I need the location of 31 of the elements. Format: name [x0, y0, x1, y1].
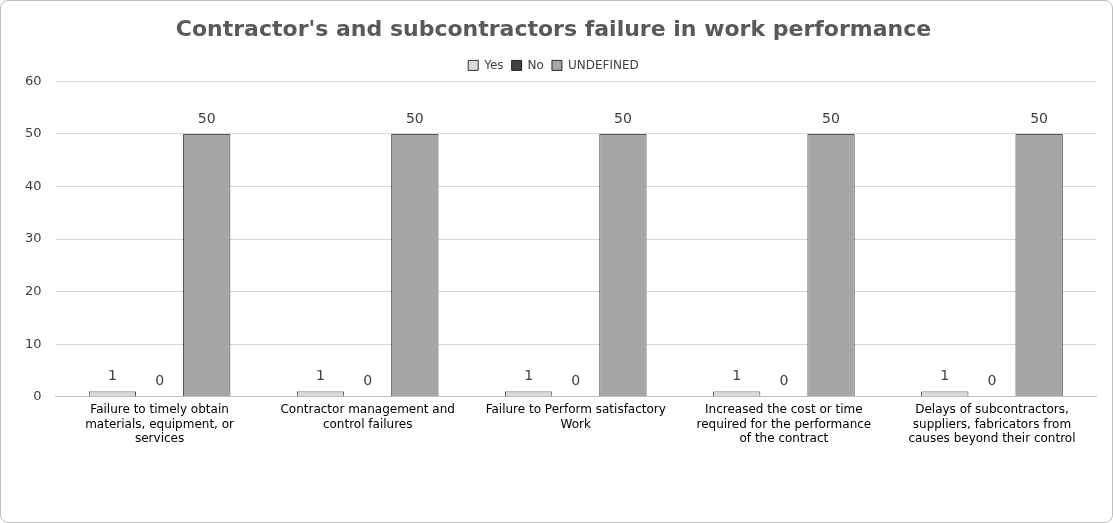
y-tick-label: 30	[25, 230, 42, 246]
y-tick-label: 10	[25, 335, 42, 351]
y-tick-label: 40	[25, 177, 42, 193]
data-label: 50	[405, 109, 424, 126]
data-label: 0	[155, 372, 165, 389]
x-tick-label: Delays of subcontractors, suppliers, fabricators from causes beyond their control	[908, 402, 1076, 445]
x-tick-label: Contractor management and control failures	[280, 402, 455, 431]
data-label: 50	[197, 109, 216, 126]
data-label: 1	[940, 367, 950, 384]
data-label: 0	[571, 372, 581, 389]
data-label: 0	[987, 372, 997, 389]
legend-label: UNDEFINED	[567, 57, 639, 72]
data-label: 50	[614, 109, 632, 126]
data-label: 1	[732, 367, 742, 384]
x-tick-label: Increased the cost or time required for the performance of the contract	[696, 402, 872, 445]
y-tick-label: 60	[25, 72, 42, 88]
legend-label: Yes	[483, 57, 504, 72]
y-tick-label: 50	[25, 125, 42, 141]
data-label: 50	[1030, 109, 1049, 126]
data-label: 0	[363, 372, 373, 389]
x-tick-label: Failure to timely obtain materials, equipment, or services	[85, 402, 235, 445]
chart-title: Contractor's and subcontractors failure in work performance	[175, 15, 932, 41]
data-label: 0	[779, 372, 789, 389]
data-label: 1	[316, 367, 325, 384]
data-label: 1	[524, 367, 534, 384]
y-tick-label: 0	[33, 388, 42, 404]
legend-label: No	[527, 57, 544, 72]
x-tick-label: Failure to Perform satisfactory Work	[485, 402, 666, 431]
data-label: 1	[107, 367, 117, 384]
data-label: 50	[822, 109, 840, 126]
y-tick-label: 20	[25, 283, 42, 299]
